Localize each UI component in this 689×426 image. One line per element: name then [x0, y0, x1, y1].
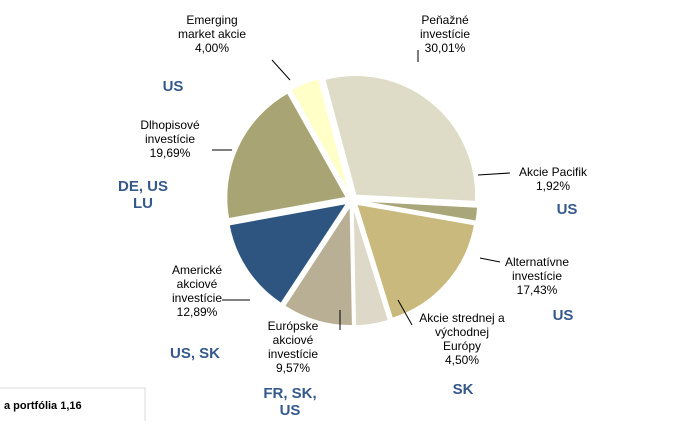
annotation: DE, US	[118, 178, 168, 195]
annotation: SK	[453, 381, 474, 398]
pie-slice	[352, 205, 390, 327]
value-label: 9,57%	[276, 361, 310, 375]
pie-slice	[357, 199, 479, 223]
slice-label: Alternatívne	[505, 255, 569, 269]
slice-label: Európske	[268, 319, 319, 333]
leader-line	[479, 257, 501, 263]
pie-slice	[225, 91, 348, 220]
slice-label: investície	[145, 132, 195, 146]
annotation: US	[163, 78, 184, 95]
annotation: US	[280, 402, 301, 419]
slice-label: Európy	[443, 339, 481, 353]
value-label: 12,89%	[177, 305, 218, 319]
slice-label: Emerging	[186, 13, 237, 27]
slice-label: investície	[420, 27, 470, 41]
footer-note: a portfólia 1,16	[4, 400, 82, 412]
slice-label: market akcie	[178, 27, 246, 41]
slice-label: Americké	[172, 263, 222, 277]
leader-line	[271, 59, 291, 81]
value-label: 4,50%	[445, 353, 479, 367]
annotation: US	[553, 307, 574, 324]
slice-label: východnej	[435, 325, 489, 339]
value-label: 19,69%	[150, 146, 191, 160]
value-label: 4,00%	[195, 41, 229, 55]
slice-label: Peňažné	[421, 13, 469, 27]
slice-label: Akcie strednej a	[419, 311, 505, 325]
annotation: FR, SK,	[263, 385, 316, 402]
annotation: US	[557, 201, 578, 218]
pie-slice	[355, 203, 476, 320]
slice-label: akciové	[273, 333, 314, 347]
pie-slice	[228, 202, 349, 305]
slice-label: investície	[512, 269, 562, 283]
slice-label: investície	[268, 347, 318, 361]
value-label: 30,01%	[425, 41, 466, 55]
value-label: 1,92%	[536, 179, 570, 193]
pie-slice	[289, 77, 351, 195]
slice-label: Akcie Pacifik	[519, 165, 588, 179]
pie-slice	[323, 74, 477, 203]
slice-label: akciové	[177, 277, 218, 291]
slice-label: investície	[172, 291, 222, 305]
value-label: 17,43%	[517, 283, 558, 297]
note-box	[0, 387, 146, 426]
leader-line	[477, 172, 511, 176]
leader-line	[397, 299, 413, 326]
annotation: US, SK	[170, 345, 220, 362]
pie-slice	[283, 203, 354, 327]
annotation: LU	[133, 195, 153, 212]
slice-label: Dlhopisové	[140, 118, 200, 132]
